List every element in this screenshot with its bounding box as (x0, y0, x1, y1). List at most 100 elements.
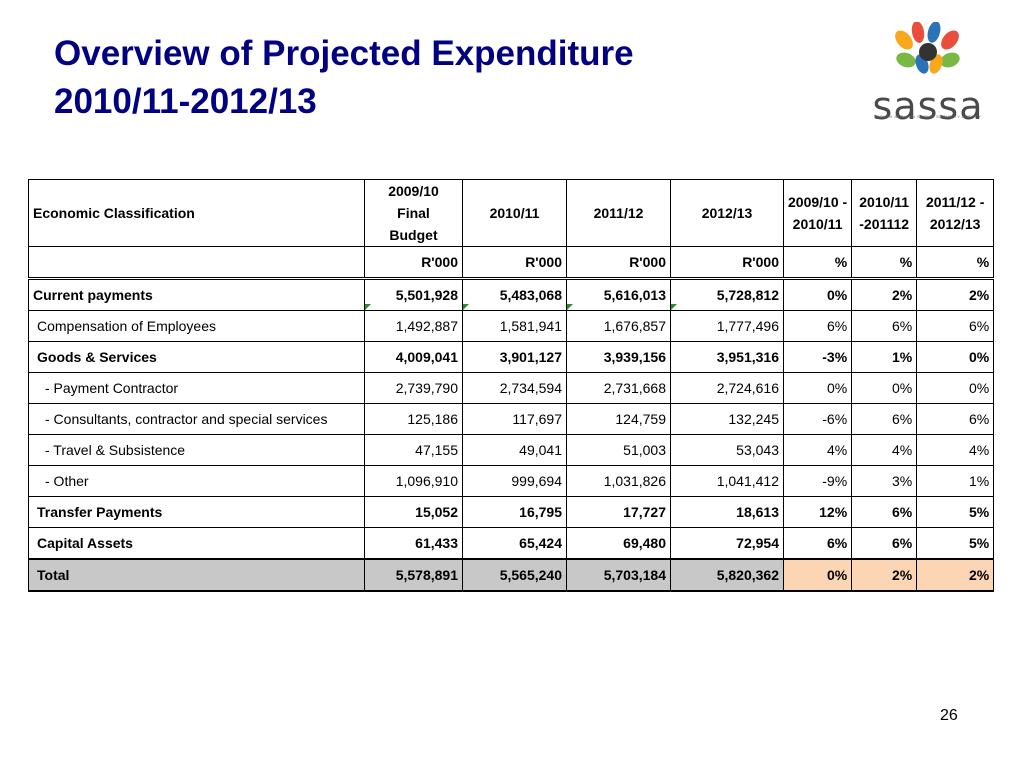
logo-wordmark: sassa (872, 84, 984, 128)
unit-cell: R'000 (364, 246, 463, 279)
percent-cell: 4% (782, 434, 853, 466)
percent-cell: -9% (782, 465, 853, 497)
unit-cell: R'000 (462, 246, 567, 279)
amount-cell: 1,777,496 (670, 310, 784, 342)
percent-cell: 1% (916, 465, 995, 497)
total-row: Total 5,578,891 5,565,240 5,703,184 5,820,36… (28, 558, 995, 592)
row-label: - Consultants, contractor and special se… (28, 403, 365, 435)
unit-cell: % (782, 246, 853, 279)
amount-cell: 5,565,240 (462, 558, 567, 592)
header-2011-12: 2011/12 (566, 179, 671, 247)
amount-cell: 18,613 (670, 496, 784, 528)
header-change-1: 2009/10 - 2010/11 (782, 179, 853, 247)
percent-cell: 6% (851, 496, 918, 528)
percent-cell: 0% (851, 372, 918, 404)
percent-cell: 6% (851, 310, 918, 342)
percent-cell: 6% (916, 403, 995, 435)
amount-cell: 5,501,928 (364, 277, 463, 311)
amount-cell: 1,096,910 (364, 465, 463, 497)
goods-services-row: Goods & Services 4,009,041 3,901,127 3,939,… (28, 341, 995, 373)
consultants-row: - Consultants, contractor and special se… (28, 403, 995, 435)
amount-cell: 65,424 (462, 527, 567, 560)
percent-cell: 6% (782, 310, 853, 342)
comment-marker-icon (463, 304, 469, 310)
amount-cell: 69,480 (566, 527, 671, 560)
amount-cell: 124,759 (566, 403, 671, 435)
amount-cell: 5,728,812 (670, 277, 784, 311)
amount-cell: 3,951,316 (670, 341, 784, 373)
percent-cell: 0% (782, 372, 853, 404)
current-payments-row: Current payments 5,501,928 5,483,068 5,616,… (28, 277, 995, 311)
compensation-row: Compensation of Employees 1,492,887 1,581,… (28, 310, 995, 342)
page-number: 26 (940, 707, 958, 724)
header-classification: Economic Classification (28, 179, 365, 247)
travel-row: - Travel & Subsistence 47,155 49,041 51,003… (28, 434, 995, 466)
amount-cell: 61,433 (364, 527, 463, 560)
row-label: - Payment Contractor (28, 372, 365, 404)
amount-cell: 49,041 (462, 434, 567, 466)
logo-tagline: SOUTH AFRICAN SOCIAL SECURITY AGENCY (876, 114, 982, 119)
percent-cell: -3% (782, 341, 853, 373)
sassa-logo: sassa SOUTH AFRICAN SOCIAL SECURITY AGEN… (858, 22, 998, 132)
amount-cell: 53,043 (670, 434, 784, 466)
unit-cell (28, 246, 365, 279)
amount-cell: 5,616,013 (566, 277, 671, 311)
slide-title-line1: Overview of Projected Expenditure (54, 34, 634, 73)
capital-assets-row: Capital Assets 61,433 65,424 69,480 72,954 6%… (28, 527, 995, 560)
percent-cell: 5% (916, 496, 995, 528)
header-change-2: 2010/11 -201112 (851, 179, 918, 247)
header-2009-budget: 2009/10 Final Budget (364, 179, 463, 247)
row-label: - Travel & Subsistence (28, 434, 365, 466)
amount-cell: 2,724,616 (670, 372, 784, 404)
amount-cell: 1,492,887 (364, 310, 463, 342)
header-row: Economic Classification 2009/10 Final Bu… (28, 179, 995, 247)
amount-cell: 117,697 (462, 403, 567, 435)
percent-cell: 0% (916, 372, 995, 404)
percent-cell: 2% (916, 277, 995, 311)
amount-cell: 5,578,891 (364, 558, 463, 592)
amount-cell: 2,739,790 (364, 372, 463, 404)
amount-cell: 1,581,941 (462, 310, 567, 342)
percent-cell: 0% (916, 341, 995, 373)
row-label: Total (28, 558, 365, 592)
header-change-3: 2011/12 - 2012/13 (916, 179, 995, 247)
percent-cell: 0% (782, 558, 853, 592)
amount-cell: 5,483,068 (462, 277, 567, 311)
payment-contractor-row: - Payment Contractor 2,739,790 2,734,594 2,… (28, 372, 995, 404)
percent-cell: 2% (851, 277, 918, 311)
row-label: Goods & Services (28, 341, 365, 373)
amount-cell: 72,954 (670, 527, 784, 560)
other-row: - Other 1,096,910 999,694 1,031,826 1,041,41… (28, 465, 995, 497)
amount-cell: 16,795 (462, 496, 567, 528)
amount-cell: 2,731,668 (566, 372, 671, 404)
percent-cell: 6% (851, 403, 918, 435)
percent-cell: 2% (851, 558, 918, 592)
amount-cell: 51,003 (566, 434, 671, 466)
slide-title-line2: 2010/11-2012/13 (54, 82, 317, 121)
amount-cell: 17,727 (566, 496, 671, 528)
row-label: Current payments (28, 277, 365, 311)
slide-title: Overview of Projected Expenditure 2010/1… (54, 30, 634, 126)
amount-cell: 4,009,041 (364, 341, 463, 373)
expenditure-table: Economic Classification 2009/10 Final Bu… (28, 179, 995, 592)
percent-cell: 6% (916, 310, 995, 342)
comment-marker-icon (365, 304, 371, 310)
row-label: Capital Assets (28, 527, 365, 560)
comment-marker-icon (671, 304, 677, 310)
amount-cell: 125,186 (364, 403, 463, 435)
amount-cell: 5,820,362 (670, 558, 784, 592)
percent-cell: 4% (916, 434, 995, 466)
unit-cell: % (851, 246, 918, 279)
amount-cell: 1,041,412 (670, 465, 784, 497)
unit-cell: % (916, 246, 995, 279)
percent-cell: 4% (851, 434, 918, 466)
amount-cell: 15,052 (364, 496, 463, 528)
percent-cell: 0% (782, 277, 853, 311)
comment-marker-icon (567, 304, 573, 310)
amount-cell: 1,676,857 (566, 310, 671, 342)
header-2010-11: 2010/11 (462, 179, 567, 247)
row-label: - Other (28, 465, 365, 497)
percent-cell: 1% (851, 341, 918, 373)
units-row: R'000 R'000 R'000 R'000 % % % (28, 246, 995, 279)
percent-cell: -6% (782, 403, 853, 435)
